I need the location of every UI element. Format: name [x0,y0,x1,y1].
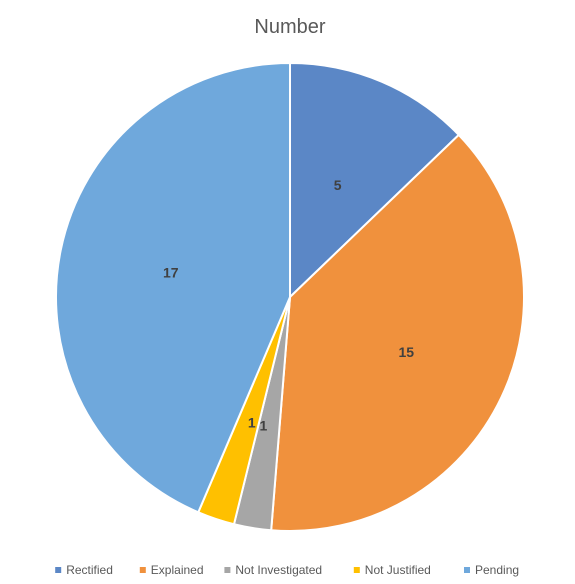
legend-swatch-explained [139,567,146,573]
legend-label-pending: Pending [475,563,519,577]
legend-swatch-not-investigated [224,567,231,573]
legend-item-rectified: Rectified [55,563,113,577]
data-label-pending: 17 [163,265,179,281]
pie-slice-pending [55,61,291,514]
pie-slices [55,61,525,532]
chart-title: Number [254,16,325,38]
legend-item-explained: Explained [139,563,204,577]
legend-swatch-pending [464,567,470,573]
legend-swatch-not-justified [353,567,360,573]
pie-slice-rectified [289,61,461,300]
legend-item-not-investigated: Not Investigated [224,563,322,577]
legend-label-not-justified: Not Justified [365,563,431,577]
pie-data-labels: 5 15 11 17 [163,177,414,433]
legend-label-rectified: Rectified [66,563,113,577]
data-label-not-investigated: 1 [259,417,267,433]
data-label-explained: 15 [398,344,414,360]
pie-slice-explained [270,133,525,532]
chart-legend: Rectified Explained Not Investigated Not Ju… [55,563,519,577]
data-label-not-justified: 1 [248,414,256,430]
data-label-rectified: 5 [334,177,342,193]
legend-label-not-investigated: Not Investigated [235,563,322,577]
legend-swatch-rectified [55,567,62,573]
legend-item-not-justified: Not Justified [353,563,431,577]
legend-label-explained: Explained [151,563,204,577]
legend-item-pending: Pending [464,563,519,577]
